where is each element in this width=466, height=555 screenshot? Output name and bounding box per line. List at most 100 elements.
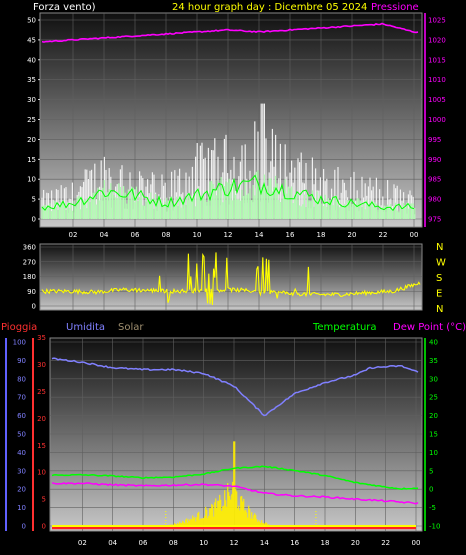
rain-label: Pioggia	[1, 322, 37, 333]
time-tick: 10	[193, 231, 202, 239]
direction-line	[41, 252, 421, 306]
humidity-tick: 20	[17, 486, 26, 494]
time-tick: 20	[351, 539, 360, 547]
rain-tick: 5	[42, 496, 46, 504]
pressure-tick: 990	[428, 156, 441, 164]
compass-letter: N	[436, 242, 443, 253]
temperature-tick: -10	[429, 523, 440, 531]
pressure-tick: 975	[428, 216, 441, 224]
wind-panel-lines	[41, 22, 419, 212]
pressure-tick: 1020	[428, 36, 446, 44]
wind-tick: 0	[32, 216, 36, 224]
humidity-label: Umidita	[66, 322, 105, 333]
pressure-tick: 985	[428, 176, 441, 184]
pressure-tick: 1015	[428, 56, 446, 64]
time-tick: 20	[348, 231, 357, 239]
time-tick: 02	[78, 539, 87, 547]
bottom-panel-lines	[51, 357, 419, 530]
humidity-tick: 0	[22, 523, 26, 531]
time-tick: 22	[379, 231, 388, 239]
wind-tick: 20	[27, 136, 36, 144]
direction-tick: 0	[32, 303, 36, 311]
time-tick: 02	[69, 231, 78, 239]
humidity-tick: 80	[17, 375, 26, 383]
temperature-tick: 30	[429, 375, 438, 383]
compass-letter: N	[436, 304, 443, 315]
pressure-tick: 1005	[428, 96, 446, 104]
humidity-line	[51, 357, 419, 417]
pressure-label: Pressione	[371, 2, 419, 13]
direction-axis-ticks: 0 90 180 270 360	[23, 244, 36, 311]
wind-tick: 35	[27, 76, 36, 84]
direction-tick: 90	[27, 288, 36, 296]
time-tick: 04	[100, 231, 109, 239]
humidity-tick: 90	[17, 357, 26, 365]
wind-tick: 15	[27, 156, 36, 164]
time-tick: 06	[131, 231, 140, 239]
bottom-panel-time-ticks: 02 04 06 08 10 12 14 16 18 20 22 00	[78, 539, 421, 547]
humidity-tick: 60	[17, 412, 26, 420]
wind-tick: 45	[27, 36, 36, 44]
time-tick: 08	[169, 539, 178, 547]
rain-axis-ticks: 0 5 10 15 20 25 30 35	[37, 334, 46, 530]
temperature-label: Temperatura	[312, 322, 377, 333]
rain-tick: 10	[37, 469, 46, 477]
wind-tick: 25	[27, 116, 36, 124]
pressure-tick: 1025	[428, 17, 446, 25]
wind-panel-time-ticks: 02 04 06 08 10 12 14 16 18 20 22 00	[69, 231, 419, 239]
time-tick: 06	[139, 539, 148, 547]
temperature-tick: 35	[429, 357, 438, 365]
temperature-tick: 0	[429, 486, 433, 494]
time-tick: 00	[410, 231, 419, 239]
wind-direction-panel	[39, 243, 423, 311]
temperature-tick: 25	[429, 394, 438, 402]
pressure-tick: 980	[428, 196, 441, 204]
temperature-tick: 5	[429, 467, 433, 475]
graph-title: 24 hour graph day : Dicembre 05 2024	[172, 2, 367, 13]
humidity-axis-ticks: 0 10 20 30 40 50 60 70 80 90 100	[13, 339, 26, 531]
time-tick: 16	[290, 539, 299, 547]
compass-letter: S	[436, 273, 442, 284]
dew-point-label: Dew Point (°C)	[393, 322, 466, 333]
time-tick: 10	[199, 539, 208, 547]
temperature-tick: -5	[429, 504, 436, 512]
rain-tick: 20	[37, 415, 46, 423]
humidity-tick: 30	[17, 467, 26, 475]
humidity-tick: 40	[17, 449, 26, 457]
time-tick: 18	[321, 539, 330, 547]
dew-point-line	[51, 481, 419, 505]
wind-speed-label: Forza vento)	[33, 2, 96, 13]
pressure-tick: 995	[428, 136, 441, 144]
humidity-tick: 70	[17, 394, 26, 402]
temperature-line	[51, 465, 419, 490]
time-tick: 04	[108, 539, 117, 547]
wind-tick: 30	[27, 96, 36, 104]
rain-tick: 35	[37, 334, 46, 342]
pressure-tick: 1000	[428, 116, 446, 124]
wind-axis-ticks: 0 5 10 15 20 25 30 35 40 45 50	[27, 17, 40, 224]
temperature-axis-ticks: -10 -5 0 5 10 15 20 25 30 35 40	[429, 339, 440, 531]
wind-tick: 40	[27, 56, 36, 64]
pressure-tick: 1010	[428, 76, 446, 84]
direction-tick: 270	[23, 258, 36, 266]
time-tick: 18	[317, 231, 326, 239]
temperature-tick: 40	[429, 339, 438, 347]
time-tick: 08	[162, 231, 171, 239]
humidity-tick: 100	[13, 339, 26, 347]
time-tick: 14	[255, 231, 264, 239]
pressure-line	[41, 22, 419, 43]
time-tick: 16	[286, 231, 295, 239]
solar-area	[166, 441, 273, 526]
time-tick: 22	[381, 539, 390, 547]
time-tick: 14	[260, 539, 269, 547]
humidity-tick: 10	[17, 504, 26, 512]
direction-line	[41, 252, 421, 306]
wind-tick: 10	[27, 176, 36, 184]
rain-tick: 30	[37, 361, 46, 369]
wind-tick: 5	[32, 196, 36, 204]
time-tick: 00	[412, 539, 421, 547]
direction-tick: 360	[23, 244, 36, 252]
